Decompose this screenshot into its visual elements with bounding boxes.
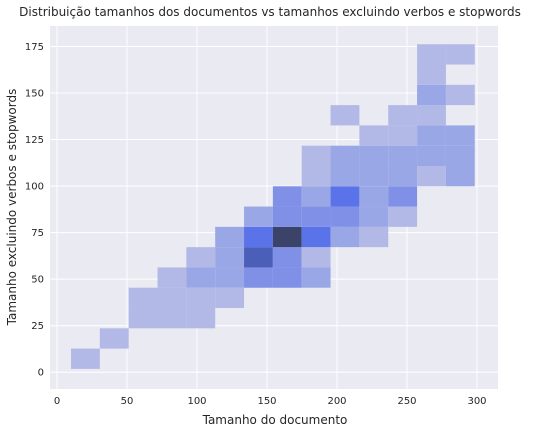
y-tick-label: 50 <box>31 275 44 286</box>
histogram-bin <box>330 105 360 126</box>
histogram-bin <box>157 308 187 329</box>
histogram-bin <box>388 125 418 146</box>
histogram-bin <box>272 226 302 248</box>
histogram-bin <box>359 226 389 248</box>
y-tick-label: 175 <box>25 42 44 53</box>
histogram-bins <box>71 44 475 369</box>
x-tick-label: 150 <box>257 396 276 407</box>
histogram-bin <box>330 186 360 207</box>
histogram-bin <box>330 165 360 187</box>
histogram-bin <box>272 186 302 207</box>
histogram-bin <box>417 165 446 187</box>
histogram-bin <box>157 267 187 288</box>
x-axis-ticks: 0 50 100 150 200 250 300 <box>54 396 487 407</box>
histogram-bin <box>244 206 273 227</box>
x-tick-label: 50 <box>121 396 134 407</box>
histogram-bin <box>445 125 475 146</box>
histogram-bin <box>157 287 187 309</box>
histogram-bin <box>388 105 418 126</box>
histogram-bin <box>186 287 216 309</box>
histogram-bin <box>417 84 446 106</box>
histogram-bin <box>244 247 273 268</box>
histogram-bin <box>215 267 245 288</box>
histogram-bin <box>359 165 389 187</box>
histogram-bin <box>301 186 331 207</box>
histogram-bin <box>244 226 273 248</box>
y-tick-label: 75 <box>31 228 44 239</box>
y-tick-label: 150 <box>25 89 44 100</box>
histogram-bin <box>272 206 302 227</box>
histogram-bin <box>388 145 418 166</box>
histogram-bin <box>186 247 216 268</box>
histogram-bin <box>417 145 446 166</box>
chart-title: Distribuição tamanhos dos documentos vs … <box>19 5 521 19</box>
histogram-bin <box>301 226 331 248</box>
histogram-bin <box>128 308 158 329</box>
histogram-bin <box>445 44 475 65</box>
y-tick-label: 0 <box>38 368 44 379</box>
y-axis-label: Tamanho excluindo verbos e stopwords <box>5 89 19 327</box>
histogram-bin <box>330 206 360 227</box>
histogram-bin <box>215 247 245 268</box>
histogram-bin <box>330 226 360 248</box>
histogram-bin <box>272 267 302 288</box>
histogram-bin <box>244 267 273 288</box>
histogram-bin <box>417 125 446 146</box>
histogram-bin <box>359 145 389 166</box>
histogram-bin <box>417 105 446 126</box>
histogram-bin <box>215 287 245 309</box>
histogram-bin <box>417 44 446 65</box>
histogram-bin <box>359 125 389 146</box>
histogram-bin <box>359 206 389 227</box>
histogram-bin <box>301 145 331 166</box>
x-tick-label: 300 <box>467 396 486 407</box>
histogram-bin <box>417 64 446 85</box>
histogram-bin <box>128 287 158 309</box>
y-tick-label: 100 <box>25 182 44 193</box>
x-tick-label: 100 <box>187 396 206 407</box>
histogram-bin <box>445 165 475 187</box>
y-axis-ticks: 0 25 50 75 100 125 150 175 <box>25 42 44 379</box>
histogram-bin <box>301 206 331 227</box>
histogram-bin <box>301 165 331 187</box>
x-tick-label: 250 <box>397 396 416 407</box>
x-axis-label: Tamanho do documento <box>202 413 348 427</box>
histogram-bin <box>301 247 331 268</box>
histogram-bin <box>215 226 245 248</box>
histogram-bin <box>186 308 216 329</box>
x-tick-label: 0 <box>54 396 60 407</box>
y-tick-label: 25 <box>31 321 44 332</box>
histogram-bin <box>186 267 216 288</box>
x-tick-label: 200 <box>327 396 346 407</box>
histogram-bin <box>388 206 418 227</box>
histogram-bin <box>301 267 331 288</box>
histogram-bin <box>445 84 475 106</box>
histogram-bin <box>445 145 475 166</box>
y-tick-label: 125 <box>25 135 44 146</box>
histogram-bin <box>388 165 418 187</box>
histogram-bin <box>71 348 100 369</box>
histogram-bin <box>359 186 389 207</box>
histogram-bin <box>330 145 360 166</box>
histogram-bin <box>272 247 302 268</box>
histogram-bin <box>388 186 418 207</box>
histogram-bin <box>99 328 129 349</box>
